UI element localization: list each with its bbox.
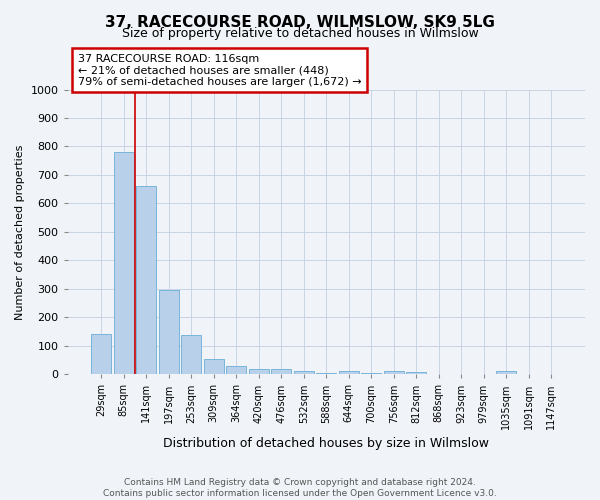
Bar [113, 152, 134, 374]
Y-axis label: Number of detached properties: Number of detached properties [15, 144, 25, 320]
Bar [293, 371, 314, 374]
Bar [271, 369, 292, 374]
Bar [338, 372, 359, 374]
Bar [158, 290, 179, 374]
X-axis label: Distribution of detached houses by size in Wilmslow: Distribution of detached houses by size … [163, 437, 489, 450]
Bar [383, 371, 404, 374]
Bar [136, 186, 157, 374]
Bar [181, 335, 202, 374]
Bar [91, 334, 112, 374]
Text: 37, RACECOURSE ROAD, WILMSLOW, SK9 5LG: 37, RACECOURSE ROAD, WILMSLOW, SK9 5LG [105, 15, 495, 30]
Bar [361, 373, 382, 374]
Bar [226, 366, 247, 374]
Bar [496, 372, 517, 374]
Bar [248, 369, 269, 374]
Bar [203, 358, 224, 374]
Bar [316, 373, 337, 374]
Bar [406, 372, 427, 374]
Text: Size of property relative to detached houses in Wilmslow: Size of property relative to detached ho… [122, 28, 478, 40]
Text: 37 RACECOURSE ROAD: 116sqm
← 21% of detached houses are smaller (448)
79% of sem: 37 RACECOURSE ROAD: 116sqm ← 21% of deta… [78, 54, 362, 86]
Text: Contains HM Land Registry data © Crown copyright and database right 2024.
Contai: Contains HM Land Registry data © Crown c… [103, 478, 497, 498]
